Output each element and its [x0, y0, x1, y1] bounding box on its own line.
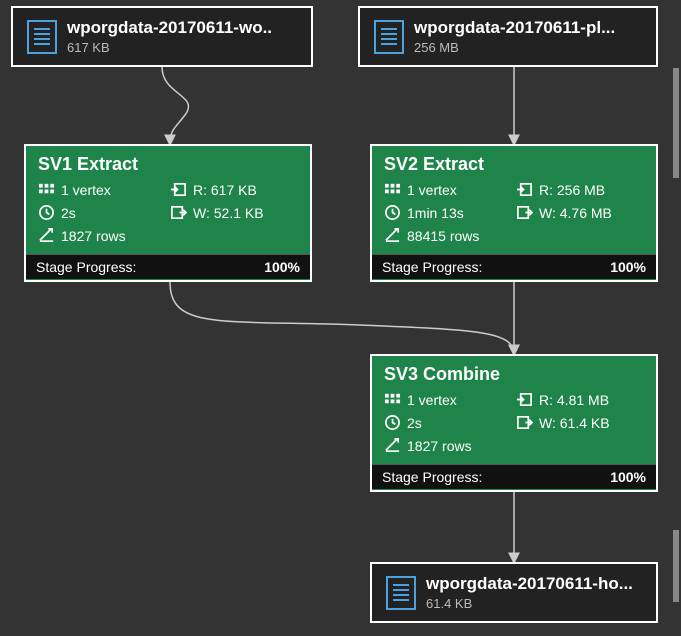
stage-title: SV1 Extract	[38, 154, 298, 175]
stage-progress-footer: Stage Progress: 100%	[26, 254, 310, 279]
stage-node-sv1[interactable]: SV1 Extract 1 vertex R: 617 KB 2s W: 52.…	[24, 144, 312, 282]
clock-icon	[384, 414, 401, 431]
stat-rows: 1827 rows	[38, 227, 166, 244]
file-size: 617 KB	[67, 40, 272, 55]
stat-read: R: 256 MB	[516, 181, 644, 198]
progress-pct: 100%	[610, 259, 646, 275]
connector-layer	[0, 0, 681, 636]
write-icon	[170, 204, 187, 221]
file-size: 61.4 KB	[426, 596, 633, 611]
stat-time: 1min 13s	[384, 204, 512, 221]
write-icon	[516, 414, 533, 431]
document-icon	[27, 20, 57, 54]
stat-rows: 1827 rows	[384, 437, 512, 454]
file-title: wporgdata-20170611-ho...	[426, 574, 633, 594]
file-size: 256 MB	[414, 40, 615, 55]
file-title: wporgdata-20170611-pl...	[414, 18, 615, 38]
stage-title: SV3 Combine	[384, 364, 644, 385]
stage-title: SV2 Extract	[384, 154, 644, 175]
stage-progress-footer: Stage Progress: 100%	[372, 464, 656, 489]
document-icon	[386, 576, 416, 610]
vertex-icon	[384, 391, 401, 408]
clock-icon	[38, 204, 55, 221]
scrollbar-thumb[interactable]	[673, 68, 679, 178]
file-node-bottom[interactable]: wporgdata-20170611-ho... 61.4 KB	[370, 562, 658, 623]
rows-icon	[384, 227, 401, 244]
stat-vertex: 1 vertex	[384, 181, 512, 198]
vertex-icon	[384, 181, 401, 198]
stage-progress-footer: Stage Progress: 100%	[372, 254, 656, 279]
read-icon	[516, 391, 533, 408]
write-icon	[516, 204, 533, 221]
stage-node-sv2[interactable]: SV2 Extract 1 vertex R: 256 MB 1min 13s …	[370, 144, 658, 282]
read-icon	[516, 181, 533, 198]
scrollbar-thumb[interactable]	[673, 530, 679, 602]
stat-vertex: 1 vertex	[384, 391, 512, 408]
stat-write: W: 4.76 MB	[516, 204, 644, 221]
file-node-top-right[interactable]: wporgdata-20170611-pl... 256 MB	[358, 6, 658, 67]
file-node-top-left[interactable]: wporgdata-20170611-wo.. 617 KB	[11, 6, 313, 67]
rows-icon	[384, 437, 401, 454]
stat-read: R: 617 KB	[170, 181, 298, 198]
stat-read: R: 4.81 MB	[516, 391, 644, 408]
stat-write: W: 52.1 KB	[170, 204, 298, 221]
stat-time: 2s	[38, 204, 166, 221]
progress-pct: 100%	[610, 469, 646, 485]
stat-time: 2s	[384, 414, 512, 431]
rows-icon	[38, 227, 55, 244]
edge	[170, 282, 514, 354]
edge	[162, 67, 189, 144]
document-icon	[374, 20, 404, 54]
progress-pct: 100%	[264, 259, 300, 275]
stage-node-sv3[interactable]: SV3 Combine 1 vertex R: 4.81 MB 2s W: 61…	[370, 354, 658, 492]
vertex-icon	[38, 181, 55, 198]
progress-label: Stage Progress:	[382, 469, 482, 485]
progress-label: Stage Progress:	[382, 259, 482, 275]
read-icon	[170, 181, 187, 198]
stat-write: W: 61.4 KB	[516, 414, 644, 431]
progress-label: Stage Progress:	[36, 259, 136, 275]
file-title: wporgdata-20170611-wo..	[67, 18, 272, 38]
stat-rows: 88415 rows	[384, 227, 512, 244]
clock-icon	[384, 204, 401, 221]
stat-vertex: 1 vertex	[38, 181, 166, 198]
